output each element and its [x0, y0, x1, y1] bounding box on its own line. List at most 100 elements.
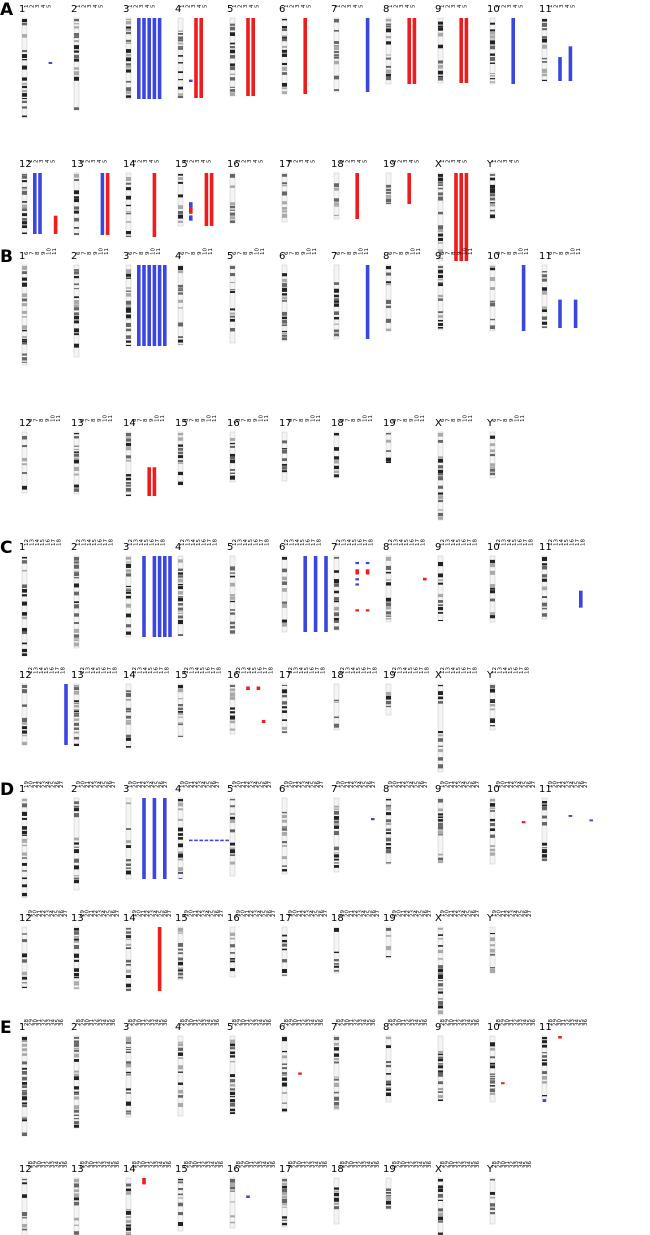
band [282, 731, 287, 733]
band [230, 715, 235, 720]
band [178, 712, 183, 715]
band [334, 54, 339, 56]
sample-label: 18 [164, 667, 170, 674]
band [74, 628, 79, 633]
band [334, 810, 339, 815]
band [230, 842, 235, 846]
band [230, 1051, 235, 1055]
sample-label: 2 [398, 160, 404, 164]
band [542, 1095, 547, 1097]
band [22, 208, 27, 212]
band [178, 685, 183, 689]
sample-label: 15 [252, 667, 258, 674]
chromosome-4: 412 13 14 15 16 17 18 [175, 539, 218, 637]
sample-label: 17 [51, 539, 57, 546]
sample-label: 15 [144, 539, 150, 546]
chromosome-label: 5 [227, 251, 233, 262]
band [74, 36, 79, 39]
band [126, 983, 131, 988]
band [22, 834, 27, 836]
band [334, 620, 339, 623]
band [126, 1074, 131, 1076]
sample-label: 20 [344, 910, 350, 917]
band [126, 938, 131, 941]
band [230, 1215, 235, 1218]
band [74, 1183, 79, 1188]
sample-label: 11 [316, 415, 322, 422]
band [438, 319, 443, 322]
sample-label: 31 [41, 1161, 47, 1168]
sample-label: 7 [86, 418, 92, 422]
band [542, 1059, 547, 1062]
sample-label: 24 [50, 910, 56, 917]
band [438, 1099, 443, 1101]
chromosome-body [437, 172, 444, 262]
gain-segment [501, 1082, 505, 1085]
band [74, 40, 79, 43]
chromosome-label: 15 [175, 1164, 188, 1175]
sample-label: 21 [241, 781, 247, 788]
sample-label: 20 [184, 781, 190, 788]
sample-label: 28 [236, 1161, 242, 1168]
chromosome-body [281, 555, 288, 633]
band [178, 447, 183, 451]
band [490, 266, 495, 268]
sample-label: 22 [509, 781, 515, 788]
sample-label: 21 [85, 781, 91, 788]
sample-label: 10 [46, 248, 52, 255]
band [334, 474, 339, 478]
band [230, 63, 235, 66]
sample-label: 6 [392, 418, 398, 422]
band [74, 210, 79, 214]
band [438, 611, 443, 614]
band [438, 192, 443, 196]
band [334, 1190, 339, 1193]
sample-label: 14 [39, 667, 45, 674]
band [386, 281, 391, 284]
sample-label: 30 [137, 1019, 143, 1026]
band [126, 1188, 131, 1192]
band [490, 1179, 495, 1181]
sample-label: 36 [423, 1019, 429, 1026]
sample-label: 30 [501, 1161, 507, 1168]
chromosome-label: 17 [279, 1164, 292, 1175]
sample-label: 32 [410, 1161, 416, 1168]
sample-label: 32 [250, 1019, 256, 1026]
band [282, 1082, 287, 1087]
sample-label: 20 [500, 781, 506, 788]
band [230, 77, 235, 81]
sample-label: 18 [108, 539, 114, 546]
band [22, 976, 27, 980]
band [230, 1186, 235, 1190]
chromosome-17: 176 7 8 9 10 11 [279, 415, 322, 482]
band [282, 296, 287, 300]
band [438, 860, 443, 863]
loss-segment [64, 684, 68, 745]
chromosome-19: 191 2 3 4 5 [383, 159, 420, 205]
band [542, 822, 547, 826]
chromosome-body [333, 683, 340, 731]
sample-label: 18 [528, 539, 534, 546]
band [126, 53, 131, 57]
sample-label: 28 [492, 1161, 498, 1168]
sample-label: 2 [34, 160, 40, 164]
band [386, 57, 391, 60]
sample-label: 34 [206, 1019, 212, 1026]
band [22, 741, 27, 745]
loss-segment [163, 265, 167, 346]
band [542, 1062, 547, 1066]
band [282, 316, 287, 320]
band [74, 604, 79, 609]
band [22, 266, 27, 270]
band [490, 267, 495, 271]
sample-label: 6 [388, 251, 394, 255]
band [438, 968, 443, 973]
band [490, 45, 495, 50]
band [490, 563, 495, 568]
chromosome-label: X [435, 159, 442, 170]
sample-label: 15 [508, 667, 514, 674]
chromosome-body [177, 1035, 184, 1117]
band [126, 698, 131, 701]
